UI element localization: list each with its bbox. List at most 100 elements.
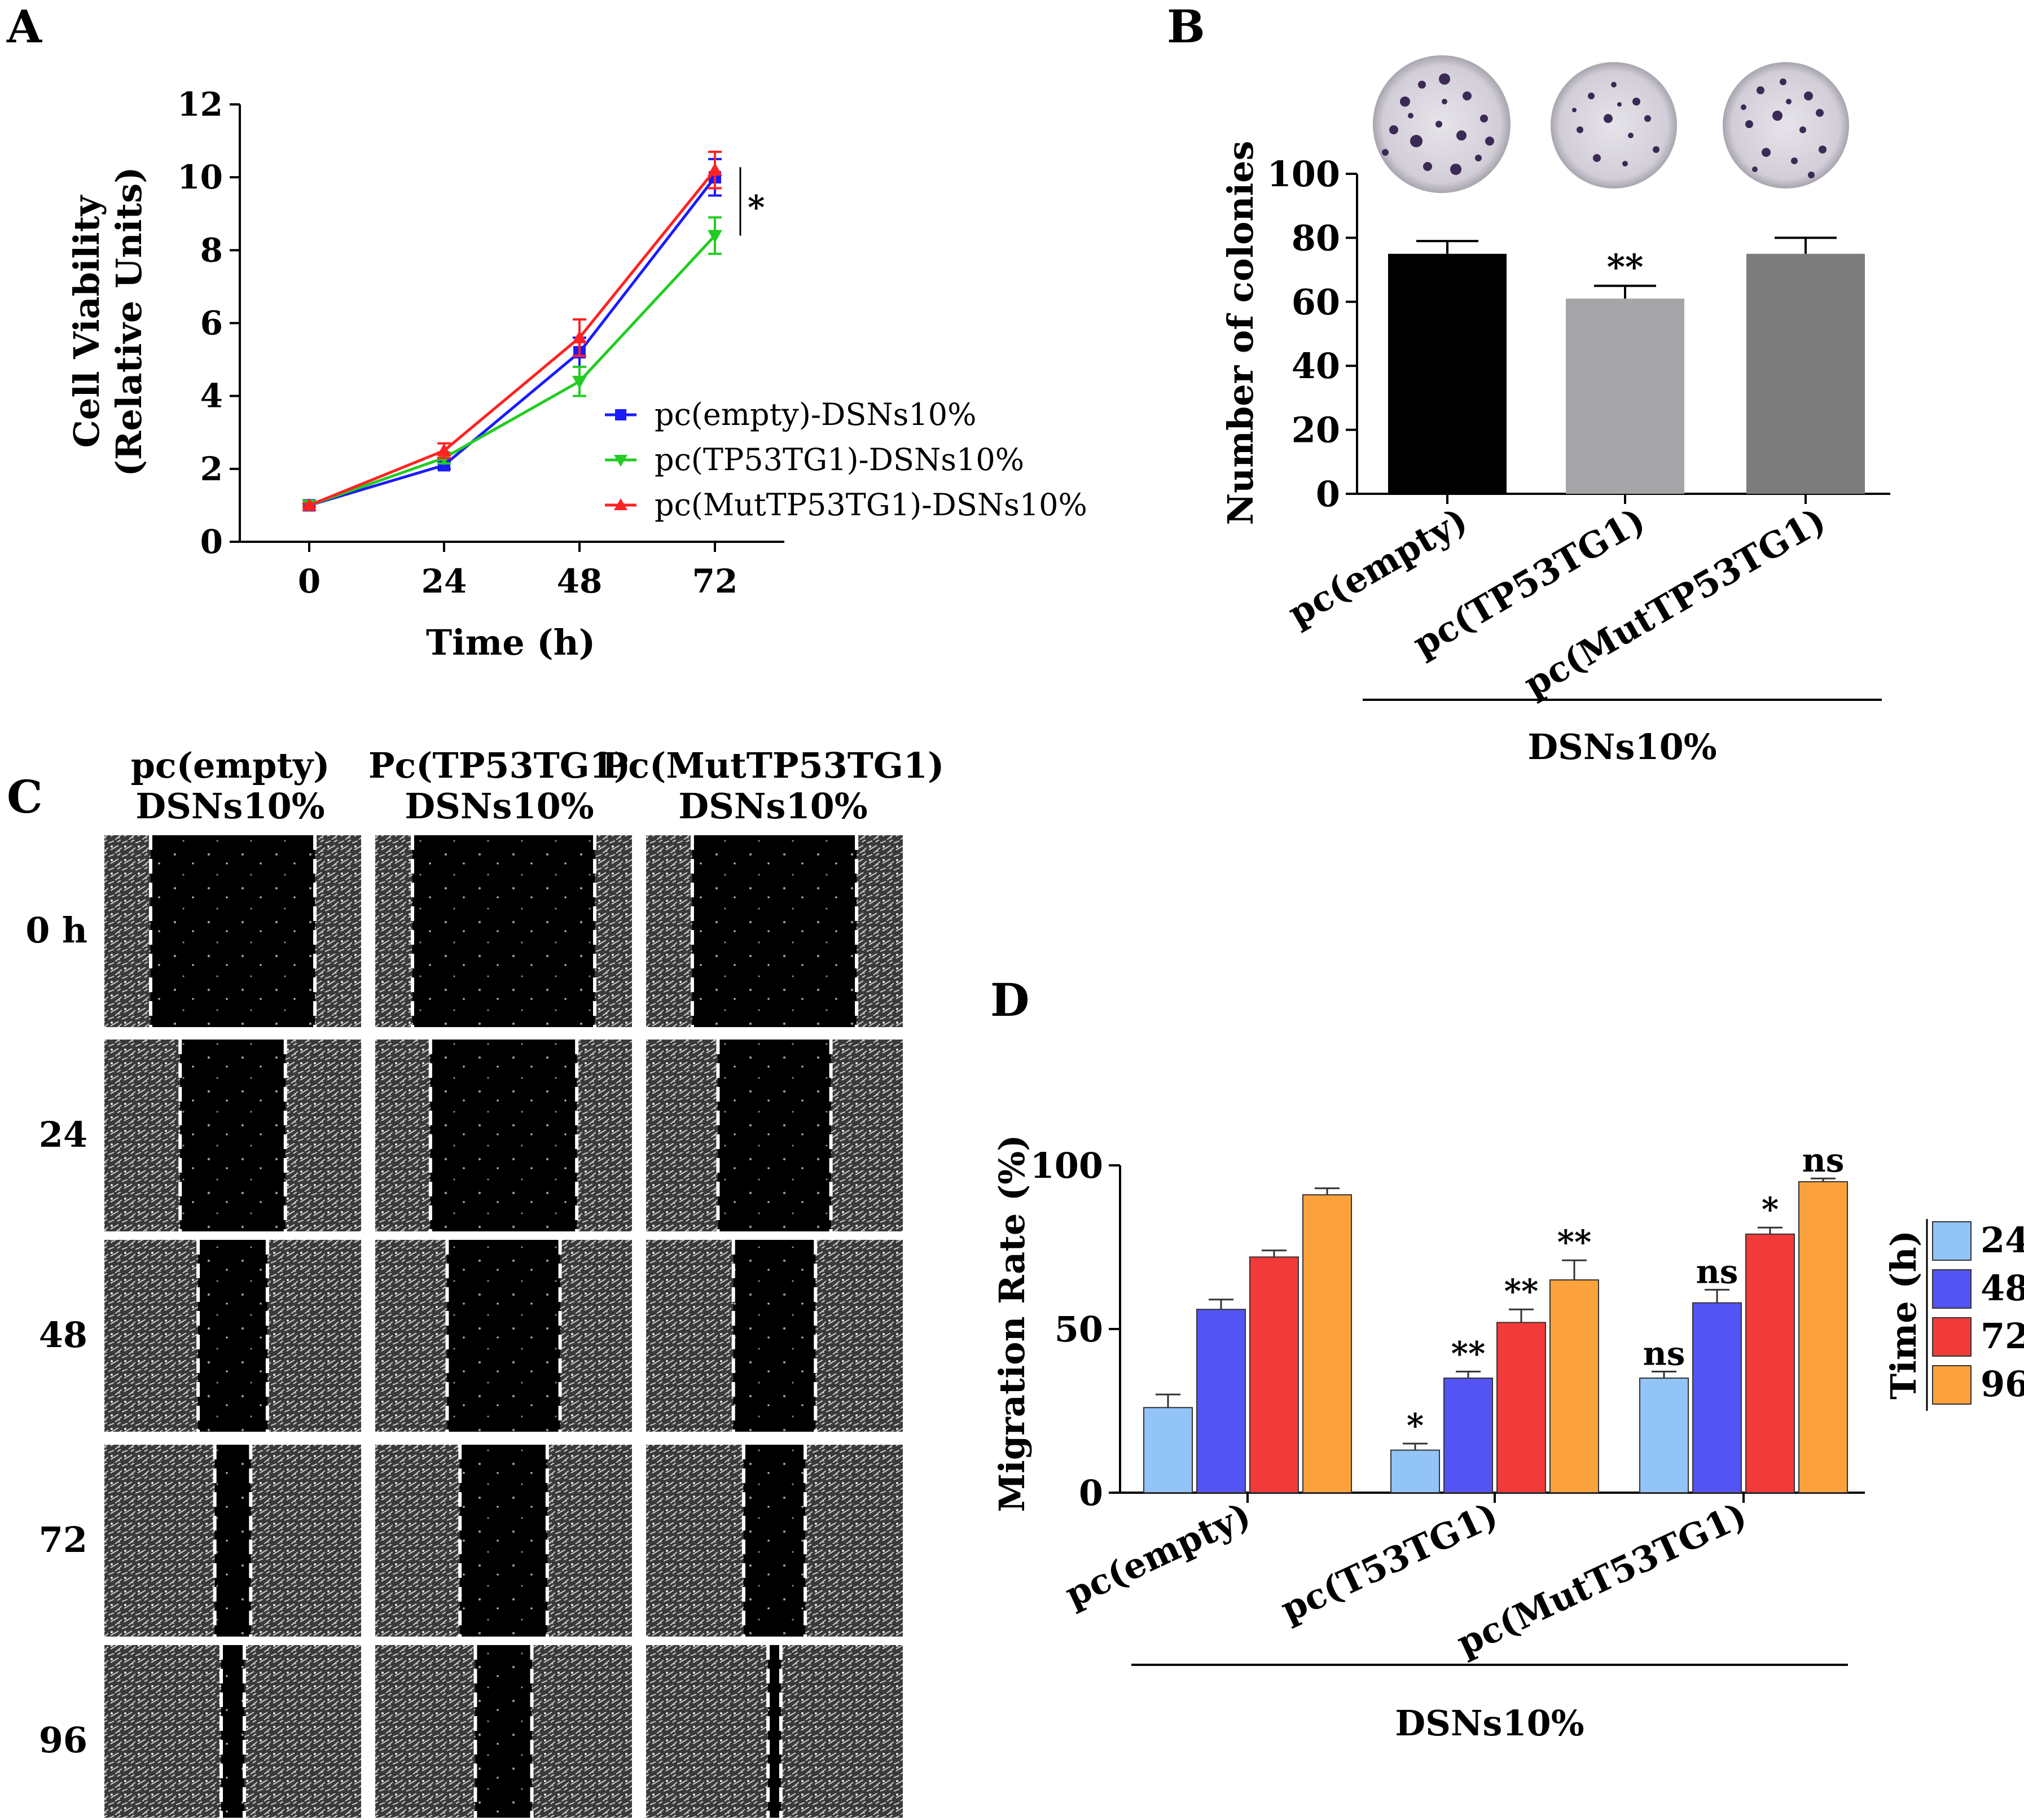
panel-c-col-line2: DSNs10% xyxy=(405,786,594,827)
panel-a-ytick-label: 12 xyxy=(177,85,223,124)
panel-b-bar xyxy=(1566,299,1684,494)
panel-b-ytick-label: 0 xyxy=(1316,473,1340,515)
panel-d-sig-mark: ** xyxy=(1504,1272,1539,1310)
panel-d-bar xyxy=(1443,1378,1493,1493)
panel-d-sig-mark: ns xyxy=(1696,1252,1738,1291)
panel-d-group-label: DSNs10% xyxy=(1395,1703,1584,1744)
panel-b-ytick-label: 60 xyxy=(1292,282,1340,323)
panel-c-col-line2: DSNs10% xyxy=(678,786,867,827)
panel-b-ylabel: Number of colonies xyxy=(1220,141,1261,525)
panel-c-scratch-gap xyxy=(475,1645,532,1820)
panel-c-header-2: Pc(MutTP53TG1) DSNs10% xyxy=(602,745,945,827)
panel-c-col-line1: Pc(TP53TG1) xyxy=(368,745,630,786)
panel-d-ytick-label: 0 xyxy=(1079,1472,1103,1514)
panel-a-legend-marker xyxy=(614,498,627,510)
panel-b-ytick-label: 100 xyxy=(1267,154,1340,195)
panel-d-sig-mark: ns xyxy=(1802,1141,1845,1179)
panel-a-xtick-label: 0 xyxy=(298,562,320,600)
panel-a-ylabel-line1: Cell Viability xyxy=(66,195,107,448)
panel-d-ylabel: Migration Rate (%) xyxy=(991,1135,1033,1512)
panel-d-bar xyxy=(1249,1256,1299,1493)
panel-c-row-label: 0 h xyxy=(25,910,87,951)
panel-a-legend-marker xyxy=(614,455,627,467)
panel-c-scratch-gap xyxy=(743,1445,806,1637)
panel-a-marker xyxy=(572,375,587,389)
panel-a-legend-label: pc(MutTP53TG1)-DSNs10% xyxy=(655,487,1087,523)
panel-a-series-line xyxy=(309,169,716,507)
panel-b-bar xyxy=(1388,253,1507,494)
panel-c-scratch-gap xyxy=(692,835,857,1027)
panel-c-header-0: pc(empty) DSNs10% xyxy=(131,745,330,827)
panel-c-header-1: Pc(TP53TG1) DSNs10% xyxy=(368,745,630,827)
panel-c-scratch-gap xyxy=(430,1040,577,1231)
panel-d-bar xyxy=(1196,1309,1246,1493)
panel-a-ytick-label: 2 xyxy=(200,450,223,488)
panel-a-ytick-label: 0 xyxy=(200,523,223,561)
panel-a-line-chart: Cell Viability (Relative Units) Time (h)… xyxy=(66,85,1087,663)
panel-c-scratch-gap xyxy=(768,1645,781,1820)
panel-label-b: B xyxy=(1167,0,1205,53)
panel-a-marker xyxy=(708,163,722,176)
panel-a-series-line xyxy=(309,176,716,507)
panel-d-bar xyxy=(1639,1378,1689,1493)
panel-d-ytick-label: 100 xyxy=(1030,1145,1103,1186)
panel-c-scratch-gap xyxy=(718,1040,831,1231)
panel-a-xtick-label: 24 xyxy=(422,562,467,600)
panel-a-ytick-label: 6 xyxy=(200,304,223,343)
panel-d-sig-mark: ** xyxy=(1451,1334,1486,1372)
panel-a-marker xyxy=(302,498,317,511)
panel-label-a: A xyxy=(6,0,42,53)
colony-plate-empty xyxy=(1373,55,1511,193)
panel-d-bar xyxy=(1745,1233,1795,1494)
panel-d-bar xyxy=(1798,1181,1848,1493)
panel-a-marker xyxy=(437,443,451,457)
panel-d-bar-chart: Migration Rate (%) DSNs10% Time (h) 0 50 1… xyxy=(991,1135,2024,1744)
panel-c-row-label: 72 xyxy=(39,1519,87,1560)
panel-c-scratch-gap xyxy=(460,1445,547,1637)
panel-d-bar xyxy=(1143,1407,1193,1493)
panel-c-scratch-gap xyxy=(733,1240,816,1432)
panel-c-scratch-gap xyxy=(150,835,315,1027)
panel-a-ytick-label: 10 xyxy=(177,158,223,196)
panel-a-xtick-label: 48 xyxy=(557,562,603,600)
panel-label-d: D xyxy=(990,973,1029,1027)
panel-c-col-line2: DSNs10% xyxy=(135,786,324,827)
panel-d-legend-swatch xyxy=(1932,1317,1972,1357)
panel-a-ylabel-line2: (Relative Units) xyxy=(108,167,150,477)
panel-b-group-label: DSNs10% xyxy=(1527,726,1716,768)
panel-label-c: C xyxy=(7,770,43,823)
panel-d-bar xyxy=(1302,1194,1352,1493)
panel-d-bar xyxy=(1390,1449,1440,1494)
panel-d-legend-title: Time (h) xyxy=(1883,1230,1924,1400)
panel-d-bar xyxy=(1549,1279,1599,1493)
panel-d-ytick-label: 50 xyxy=(1055,1309,1103,1350)
panel-d-bar xyxy=(1496,1322,1546,1493)
panel-b-ytick-label: 20 xyxy=(1292,410,1340,451)
panel-a-ytick-label: 8 xyxy=(200,231,223,269)
panel-d-xtick-label: pc(T53TG1) xyxy=(1275,1494,1504,1630)
panel-c-scratch-gap xyxy=(214,1445,251,1637)
panel-c-scratch-gap xyxy=(447,1240,560,1432)
panel-c-scratch-gap xyxy=(198,1240,267,1432)
panel-d-legend-swatch xyxy=(1932,1269,1972,1309)
panel-d-legend-label: 24 xyxy=(1981,1220,2024,1261)
panel-d-bar xyxy=(1692,1302,1742,1494)
panel-b-sig-mark: ** xyxy=(1607,246,1644,287)
panel-c-scratch-grid: 0 h 24 48 72 96 xyxy=(25,835,903,1820)
panel-c-scratch-gap xyxy=(412,835,595,1027)
panel-a-marker xyxy=(708,230,722,243)
panel-a-marker xyxy=(572,330,587,344)
panel-b-bar-chart: Number of colonies xyxy=(1220,55,1890,768)
panel-a-series-line xyxy=(309,234,716,507)
panel-c-col-line1: pc(empty) xyxy=(131,745,330,786)
colony-plates xyxy=(1373,55,1849,193)
panel-d-legend-swatch xyxy=(1932,1365,1972,1405)
panel-c-scratch-gap xyxy=(221,1645,244,1820)
panel-d-sig-mark: ** xyxy=(1557,1223,1592,1261)
panel-d-legend-label: 48 xyxy=(1981,1268,2024,1309)
colony-plate-tp53tg1 xyxy=(1551,62,1677,188)
panel-d-legend-label: 96 xyxy=(1981,1363,2024,1405)
panel-a-ytick-label: 4 xyxy=(200,377,223,415)
panel-a-legend-marker xyxy=(615,409,626,420)
